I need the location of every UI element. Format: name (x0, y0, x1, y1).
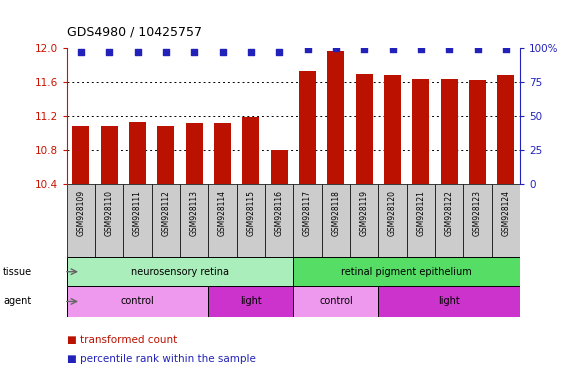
Text: GSM928114: GSM928114 (218, 190, 227, 236)
Text: light: light (240, 296, 262, 306)
Point (189, 49, 199, 55)
Bar (435, 184, 464, 257)
Bar (209, 286, 293, 317)
Bar (209, 184, 237, 257)
Bar (378, 184, 407, 257)
Point (105, 49, 114, 55)
Text: GDS4980 / 10425757: GDS4980 / 10425757 (67, 25, 202, 38)
Bar (67, 184, 95, 257)
Text: GSM928119: GSM928119 (360, 190, 369, 236)
Point (246, 49, 256, 55)
Point (162, 49, 171, 55)
Text: GSM928122: GSM928122 (444, 190, 454, 236)
Text: GSM928113: GSM928113 (190, 190, 199, 236)
Text: GSM928121: GSM928121 (417, 190, 425, 236)
Text: GSM928117: GSM928117 (303, 190, 312, 236)
Bar (186, 123, 203, 184)
Bar (497, 75, 514, 184)
Bar (67, 257, 293, 286)
Bar (129, 122, 146, 184)
Bar (440, 79, 458, 184)
Point (360, 46, 369, 53)
Text: GSM928110: GSM928110 (105, 190, 114, 236)
Text: control: control (319, 296, 353, 306)
Point (416, 46, 425, 53)
Bar (464, 184, 492, 257)
Bar (152, 184, 180, 257)
Bar (378, 286, 520, 317)
Text: GSM928124: GSM928124 (501, 190, 510, 236)
Bar (322, 184, 350, 257)
Bar (356, 74, 373, 184)
Bar (123, 184, 152, 257)
Bar (384, 75, 401, 184)
Text: GSM928116: GSM928116 (275, 190, 284, 236)
Bar (293, 184, 322, 257)
Bar (67, 286, 209, 317)
Bar (242, 117, 259, 184)
Text: control: control (121, 296, 155, 306)
Text: light: light (438, 296, 460, 306)
Bar (413, 79, 429, 184)
Bar (214, 123, 231, 184)
Text: GSM928112: GSM928112 (162, 190, 170, 236)
Bar (271, 150, 288, 184)
Point (331, 45, 340, 51)
Point (388, 46, 397, 53)
Point (133, 49, 142, 55)
Text: tissue: tissue (3, 266, 32, 277)
Text: GSM928120: GSM928120 (388, 190, 397, 236)
Bar (407, 184, 435, 257)
Point (444, 46, 454, 53)
Bar (101, 126, 118, 184)
Bar (293, 257, 520, 286)
Bar (265, 184, 293, 257)
Text: retinal pigment epithelium: retinal pigment epithelium (341, 266, 472, 277)
Bar (180, 184, 209, 257)
Point (473, 46, 482, 53)
Text: neurosensory retina: neurosensory retina (131, 266, 229, 277)
Text: GSM928115: GSM928115 (246, 190, 256, 236)
Text: GSM928123: GSM928123 (473, 190, 482, 236)
Bar (350, 184, 378, 257)
Bar (328, 51, 345, 184)
Bar (293, 286, 378, 317)
Point (76, 49, 85, 55)
Bar (95, 184, 123, 257)
Text: GSM928118: GSM928118 (331, 190, 340, 236)
Text: agent: agent (3, 296, 31, 306)
Point (275, 49, 284, 55)
Bar (73, 126, 89, 184)
Point (303, 46, 312, 53)
Text: ■ percentile rank within the sample: ■ percentile rank within the sample (67, 354, 256, 364)
Text: ■ transformed count: ■ transformed count (67, 335, 177, 345)
Text: GSM928109: GSM928109 (77, 190, 85, 236)
Point (218, 49, 227, 55)
Bar (469, 80, 486, 184)
Bar (299, 71, 316, 184)
Bar (237, 184, 265, 257)
Bar (492, 184, 520, 257)
Point (501, 46, 511, 53)
Bar (157, 126, 174, 184)
Text: GSM928111: GSM928111 (133, 190, 142, 236)
